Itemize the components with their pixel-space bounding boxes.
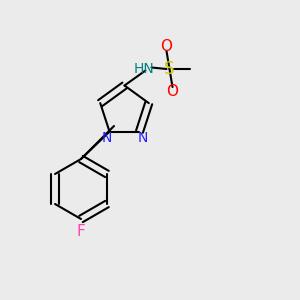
Text: F: F [76,224,85,238]
Text: O: O [160,39,172,54]
Text: O: O [167,84,178,99]
Text: N: N [101,130,112,145]
Text: HN: HN [134,62,154,76]
Text: N: N [137,130,148,145]
Text: S: S [164,60,175,78]
